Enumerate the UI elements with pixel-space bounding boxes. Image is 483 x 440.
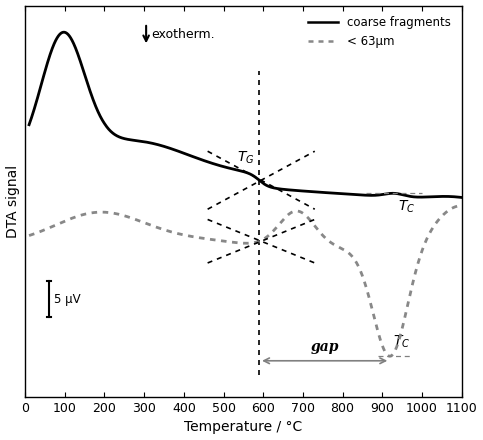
Text: gap: gap — [311, 340, 339, 354]
Text: $T_C$: $T_C$ — [398, 199, 415, 215]
X-axis label: Temperature / °C: Temperature / °C — [184, 421, 302, 434]
Text: $T_C$: $T_C$ — [393, 334, 411, 350]
Text: $T_G$: $T_G$ — [237, 149, 254, 166]
Text: 5 μV: 5 μV — [54, 293, 80, 306]
Text: exotherm.: exotherm. — [151, 28, 215, 41]
Y-axis label: DTA signal: DTA signal — [6, 165, 19, 238]
Legend: coarse fragments, < 63μm: coarse fragments, < 63μm — [303, 11, 455, 53]
